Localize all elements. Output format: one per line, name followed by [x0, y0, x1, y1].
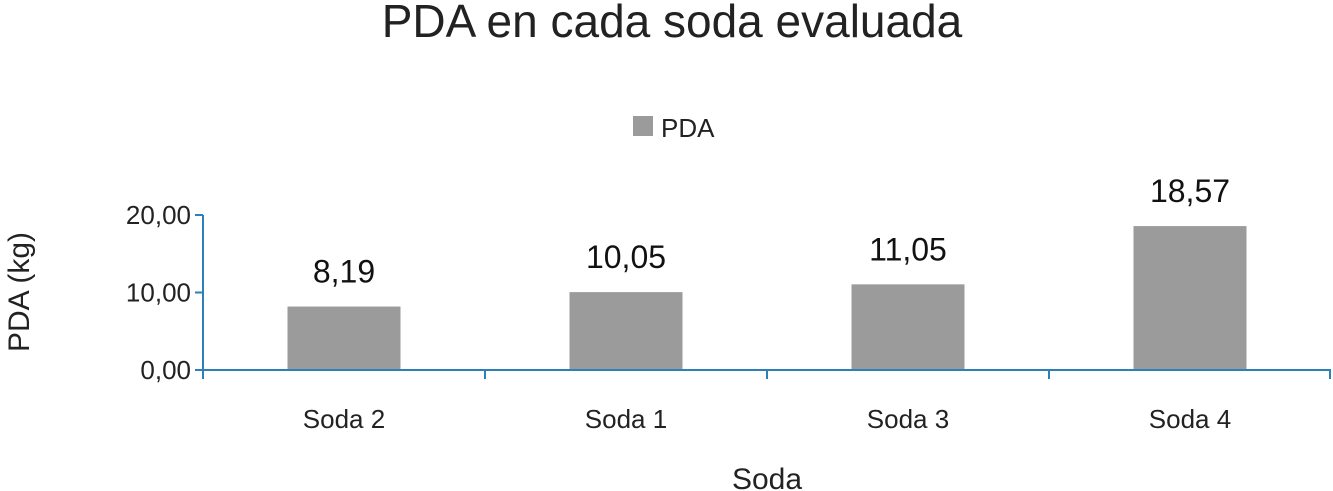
y-axis-title: PDA (kg) [3, 232, 36, 352]
legend-swatch [633, 116, 653, 136]
data-label: 11,05 [869, 231, 947, 267]
legend: PDA [633, 113, 715, 143]
x-axis: Soda 2 Soda 1 Soda 3 Soda 4 [202, 369, 1331, 434]
x-tick-label: Soda 4 [1149, 404, 1231, 434]
bar-soda-3 [851, 284, 965, 370]
chart-title: PDA en cada soda evaluada [382, 0, 963, 47]
data-label: 8,19 [313, 254, 375, 290]
x-tick-label: Soda 2 [303, 404, 385, 434]
data-labels-group: 8,19 10,05 11,05 18,57 [313, 173, 1230, 289]
y-tick-label: 20,00 [126, 200, 191, 230]
data-label: 10,05 [586, 239, 666, 275]
x-tick-label: Soda 1 [585, 404, 667, 434]
bar-soda-2 [287, 306, 401, 370]
x-axis-title: Soda [732, 463, 802, 491]
y-tick-label: 0,00 [140, 355, 191, 385]
data-label: 18,57 [1150, 173, 1230, 209]
bar-soda-1 [569, 292, 683, 370]
bars-group [287, 226, 1247, 370]
y-tick-label: 10,00 [126, 278, 191, 308]
bar-soda-4 [1133, 226, 1247, 370]
legend-label: PDA [661, 113, 715, 143]
y-axis: 0,00 10,00 20,00 [126, 200, 204, 385]
x-tick-label: Soda 3 [867, 404, 949, 434]
